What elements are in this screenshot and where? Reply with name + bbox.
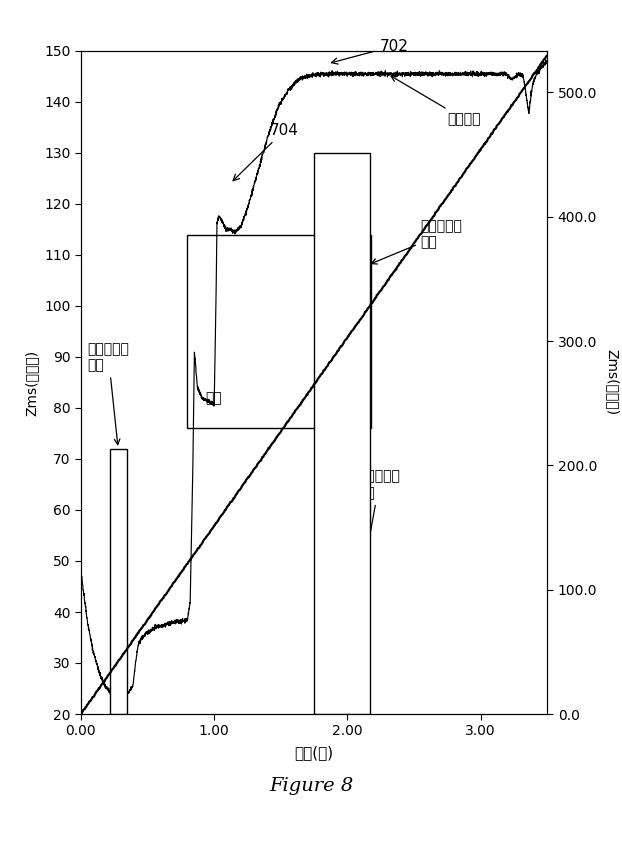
Y-axis label: Zms(オーム): Zms(オーム) — [24, 349, 39, 416]
Text: Figure 8: Figure 8 — [269, 777, 353, 796]
Text: エラスチン
変性: エラスチン 変性 — [341, 469, 400, 684]
Text: 乾燥: 乾燥 — [206, 391, 223, 405]
X-axis label: 時間(秒): 時間(秒) — [295, 745, 333, 761]
Text: 704: 704 — [233, 122, 299, 181]
Bar — [109, 449, 127, 714]
Bar — [187, 235, 371, 428]
Bar — [314, 153, 370, 714]
Y-axis label: Zms(オーム): Zms(オーム) — [605, 349, 620, 416]
Text: シーリング
完了: シーリング 完了 — [371, 219, 463, 264]
Text: コラーゲン
変性: コラーゲン 変性 — [88, 342, 129, 445]
Text: 最大温度: 最大温度 — [391, 76, 481, 126]
Text: 702: 702 — [332, 38, 409, 64]
